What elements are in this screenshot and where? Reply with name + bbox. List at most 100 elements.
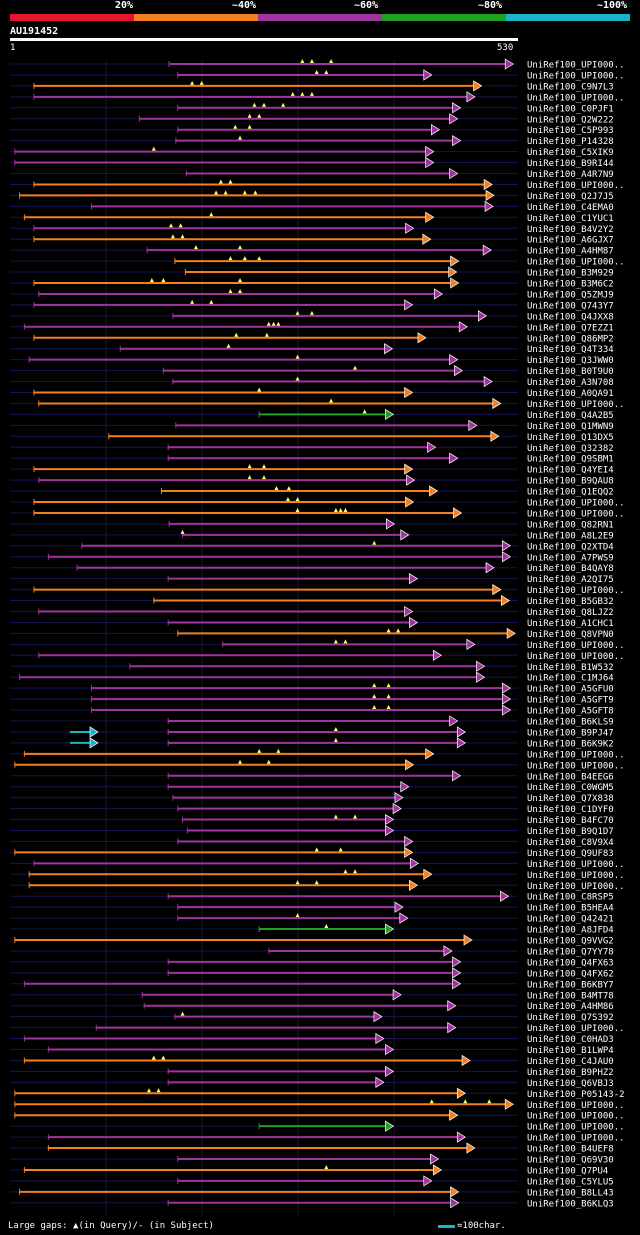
hit-label[interactable]: UniRef100_UPI000.. (527, 1101, 625, 1111)
hit-label[interactable]: UniRef100_Q4FX63 (527, 958, 614, 968)
hit-label[interactable]: UniRef100_UPI000.. (527, 652, 625, 662)
hit-label[interactable]: UniRef100_C0PJF1 (527, 104, 614, 114)
hit-label[interactable]: UniRef100_Q7X838 (527, 794, 614, 804)
hit-label[interactable]: UniRef100_Q9SBM1 (527, 455, 614, 465)
hit-label[interactable]: UniRef100_C8V9X4 (527, 838, 614, 848)
hit-label[interactable]: UniRef100_Q4JXX8 (527, 312, 614, 322)
hit-label[interactable]: UniRef100_Q7YY78 (527, 947, 614, 957)
hit-label[interactable]: UniRef100_UPI000.. (527, 860, 625, 870)
hit-label[interactable]: UniRef100_A8JFD4 (527, 926, 614, 936)
hit-label[interactable]: UniRef100_C1YUC1 (527, 214, 614, 224)
hit-label[interactable]: UniRef100_Q8LJZ2 (527, 608, 614, 618)
hit-label[interactable]: UniRef100_UPI000.. (527, 750, 625, 760)
hit-label[interactable]: UniRef100_Q8VPN0 (527, 630, 614, 640)
hit-label[interactable]: UniRef100_Q32382 (527, 444, 614, 454)
hit-label[interactable]: UniRef100_Q9VVG2 (527, 937, 614, 947)
hit-label[interactable]: UniRef100_Q7S392 (527, 1013, 614, 1023)
hit-label[interactable]: UniRef100_Q2XTD4 (527, 542, 614, 552)
hit-label[interactable]: UniRef100_A4HM86 (527, 1002, 614, 1012)
hit-label[interactable]: UniRef100_B4FC70 (527, 816, 614, 826)
hit-label[interactable]: UniRef100_UPI000.. (527, 509, 625, 519)
hit-label[interactable]: UniRef100_Q2J7J5 (527, 192, 614, 202)
hit-label[interactable]: UniRef100_Q9UF83 (527, 849, 614, 859)
hit-label[interactable]: UniRef100_UPI000.. (527, 400, 625, 410)
hit-label[interactable]: UniRef100_UPI000.. (527, 499, 625, 509)
hit-label[interactable]: UniRef100_B9RI44 (527, 159, 614, 169)
hit-label[interactable]: UniRef100_B1W532 (527, 663, 614, 673)
hit-label[interactable]: UniRef100_P14328 (527, 137, 614, 147)
hit-label[interactable]: UniRef100_C1DYF0 (527, 805, 614, 815)
hit-label[interactable]: UniRef100_B9QAU8 (527, 477, 614, 487)
hit-label[interactable]: UniRef100_B5GB32 (527, 597, 614, 607)
hit-label[interactable]: UniRef100_B6KLS9 (527, 718, 614, 728)
hit-label[interactable]: UniRef100_B4EEG6 (527, 772, 614, 782)
hit-label[interactable]: UniRef100_B8LL43 (527, 1188, 614, 1198)
hit-label[interactable]: UniRef100_Q1EQQ2 (527, 488, 614, 498)
hit-label[interactable]: UniRef100_C5P993 (527, 126, 614, 136)
hit-label[interactable]: UniRef100_A4R7N9 (527, 170, 614, 180)
hit-label[interactable]: UniRef100_C0WGM5 (527, 783, 614, 793)
hit-label[interactable]: UniRef100_UPI000.. (527, 1112, 625, 1122)
hit-label[interactable]: UniRef100_B3M929 (527, 269, 614, 279)
hit-label[interactable]: UniRef100_Q4T334 (527, 345, 614, 355)
hit-label[interactable]: UniRef100_Q2W222 (527, 115, 614, 125)
hit-label[interactable]: UniRef100_C0HAD3 (527, 1035, 614, 1045)
hit-label[interactable]: UniRef100_B4V2Y2 (527, 225, 614, 235)
hit-label[interactable]: UniRef100_B6KBY7 (527, 980, 614, 990)
hit-label[interactable]: UniRef100_UPI000.. (527, 586, 625, 596)
hit-label[interactable]: UniRef100_UPI000.. (527, 93, 625, 103)
hit-label[interactable]: UniRef100_B9PJ47 (527, 728, 614, 738)
hit-label[interactable]: UniRef100_Q7EZZ1 (527, 323, 614, 333)
hit-label[interactable]: UniRef100_C1MJ64 (527, 674, 614, 684)
hit-label[interactable]: UniRef100_B5HEA4 (527, 904, 614, 914)
hit-label[interactable]: UniRef100_C4JAU0 (527, 1057, 614, 1067)
hit-label[interactable]: UniRef100_B4MT78 (527, 991, 614, 1001)
hit-label[interactable]: UniRef100_B0T9U0 (527, 367, 614, 377)
hit-label[interactable]: UniRef100_C5YLU5 (527, 1177, 614, 1187)
hit-label[interactable]: UniRef100_A0QA91 (527, 389, 614, 399)
hit-label[interactable]: UniRef100_Q42421 (527, 915, 614, 925)
hit-label[interactable]: UniRef100_UPI000.. (527, 1024, 625, 1034)
hit-label[interactable]: UniRef100_UPI000.. (527, 258, 625, 268)
hit-label[interactable]: UniRef100_Q4FX62 (527, 969, 614, 979)
hit-label[interactable]: UniRef100_Q3JWW0 (527, 356, 614, 366)
hit-label[interactable]: UniRef100_B6K9K2 (527, 739, 614, 749)
hit-label[interactable]: UniRef100_A1CHC1 (527, 619, 614, 629)
hit-label[interactable]: UniRef100_B1LWP4 (527, 1046, 614, 1056)
hit-label[interactable]: UniRef100_Q743Y7 (527, 301, 614, 311)
hit-label[interactable]: UniRef100_C4EMA0 (527, 203, 614, 213)
hit-label[interactable]: UniRef100_A2QI75 (527, 575, 614, 585)
hit-label[interactable]: UniRef100_A6GJX7 (527, 236, 614, 246)
hit-label[interactable]: UniRef100_C5XIK9 (527, 148, 614, 158)
hit-label[interactable]: UniRef100_C8RSP5 (527, 893, 614, 903)
hit-label[interactable]: UniRef100_B3M6C2 (527, 280, 614, 290)
hit-label[interactable]: UniRef100_B9Q1D7 (527, 827, 614, 837)
hit-label[interactable]: UniRef100_Q4YEI4 (527, 466, 614, 476)
hit-label[interactable]: UniRef100_A5GFT9 (527, 696, 614, 706)
hit-label[interactable]: UniRef100_A5GFT8 (527, 707, 614, 717)
hit-label[interactable]: UniRef100_B4UEF8 (527, 1145, 614, 1155)
hit-label[interactable]: UniRef100_Q5ZMJ9 (527, 290, 614, 300)
hit-label[interactable]: UniRef100_UPI000.. (527, 871, 625, 881)
hit-label[interactable]: UniRef100_UPI000.. (527, 761, 625, 771)
hit-label[interactable]: UniRef100_Q6VBJ3 (527, 1079, 614, 1089)
hit-label[interactable]: UniRef100_Q7PU4 (527, 1166, 608, 1176)
hit-label[interactable]: UniRef100_UPI000.. (527, 71, 625, 81)
hit-label[interactable]: UniRef100_A7PWS9 (527, 553, 614, 563)
hit-label[interactable]: UniRef100_A4HM87 (527, 247, 614, 257)
hit-label[interactable]: UniRef100_Q13DX5 (527, 433, 614, 443)
hit-label[interactable]: UniRef100_UPI000.. (527, 1123, 625, 1133)
hit-label[interactable]: UniRef100_Q82RN1 (527, 520, 614, 530)
hit-label[interactable]: UniRef100_Q69V30 (527, 1156, 614, 1166)
hit-label[interactable]: UniRef100_A5GFU0 (527, 685, 614, 695)
hit-label[interactable]: UniRef100_B9PHZ2 (527, 1068, 614, 1078)
hit-label[interactable]: UniRef100_A3N708 (527, 378, 614, 388)
hit-label[interactable]: UniRef100_B6KLQ3 (527, 1199, 614, 1209)
hit-label[interactable]: UniRef100_UPI000.. (527, 641, 625, 651)
hit-label[interactable]: UniRef100_UPI000.. (527, 181, 625, 191)
hit-label[interactable]: UniRef100_UPI000.. (527, 1134, 625, 1144)
hit-label[interactable]: UniRef100_Q4A2B5 (527, 411, 614, 421)
hit-label[interactable]: UniRef100_UPI000.. (527, 882, 625, 892)
hit-label[interactable]: UniRef100_Q86MP2 (527, 334, 614, 344)
hit-label[interactable]: UniRef100_P05143-2 (527, 1090, 625, 1100)
